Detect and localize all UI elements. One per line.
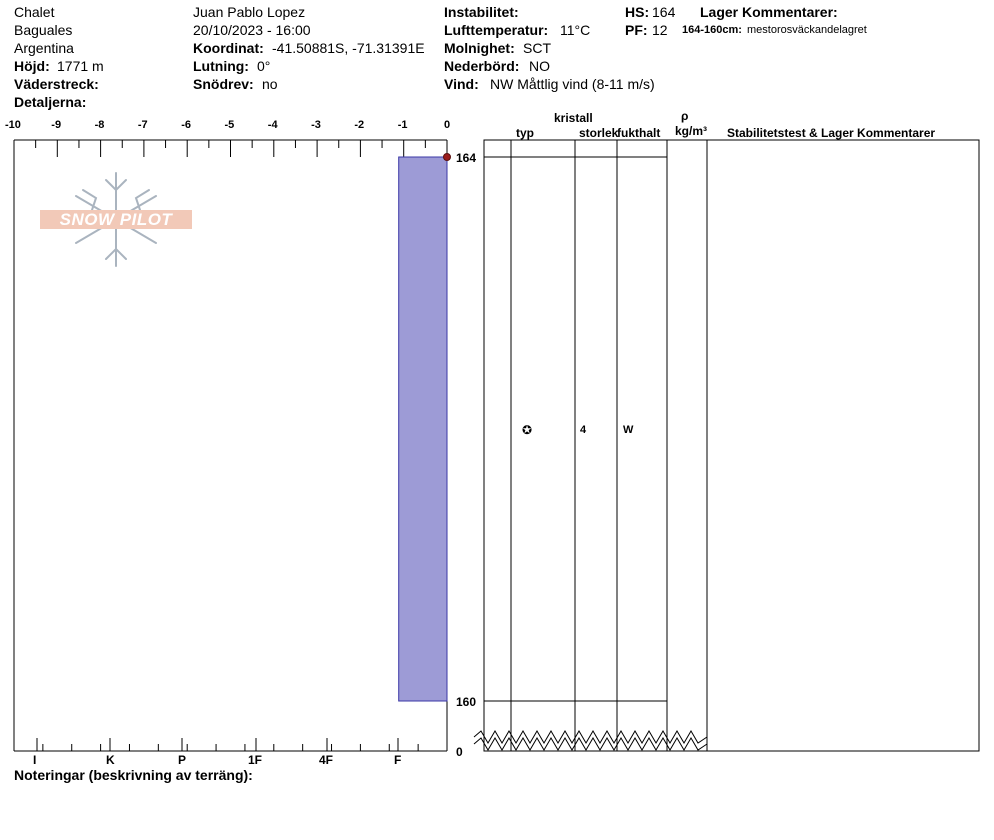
pf-value: 12 <box>652 22 668 38</box>
observation-datetime: 20/10/2023 - 16:00 <box>193 22 311 38</box>
notes-label: Noteringar (beskrivning av terräng): <box>14 767 253 783</box>
layer-comments-label: Lager Kommentarer: <box>700 4 838 20</box>
slope-label: Lutning: <box>193 58 249 74</box>
moisture-header: fukthalt <box>617 126 661 140</box>
instability-label: Instabilitet: <box>444 4 519 20</box>
elevation-label: Höjd: <box>14 58 50 74</box>
temp-tick-label: -5 <box>224 119 235 131</box>
depth-break-marker <box>473 730 708 744</box>
temp-tick-label: -7 <box>137 119 148 131</box>
temperature-profile <box>443 153 451 161</box>
temp-tick-label: -10 <box>5 119 21 131</box>
hardness-tick-label: 1F <box>248 753 263 767</box>
density-header: kg/m³ <box>675 124 708 138</box>
range-name: Baguales <box>14 22 73 38</box>
temperature-axis-ticks <box>13 140 448 157</box>
wind-value: NW Måttlig vind (8-11 m/s) <box>490 76 655 92</box>
depth-label-ground: 0 <box>456 745 463 759</box>
temp-tick-label: -6 <box>181 119 191 131</box>
sky-value: SCT <box>523 40 551 56</box>
hardness-tick-label: F <box>394 753 402 767</box>
rho-header: ρ <box>681 109 689 123</box>
hardness-tick-label: 4F <box>319 753 334 767</box>
hs-value: 164 <box>652 4 676 20</box>
snowdrift-value: no <box>262 76 278 92</box>
temp-tick-label: -2 <box>354 119 365 131</box>
depth-label-top: 164 <box>456 151 477 165</box>
hs-label: HS: <box>625 4 650 20</box>
hardness-layer-bar <box>398 156 448 702</box>
air-temp-value: 11°C <box>560 22 591 38</box>
temp-tick-label: -1 <box>397 119 408 131</box>
location-name: Chalet <box>14 4 55 20</box>
snowpilot-logo-text: SNOW PILOT <box>40 210 192 229</box>
temperature-point <box>443 153 451 161</box>
hardness-tick-label: K <box>106 753 115 767</box>
depth-label-bottom-layer: 160 <box>456 695 477 709</box>
grain-size-value: 4 <box>580 424 587 436</box>
layer-comment-text: mestorosväckandelagret <box>747 24 867 36</box>
moisture-value: W <box>623 424 634 436</box>
layer-comment-range: 164-160cm: <box>682 24 742 36</box>
observer-name: Juan Pablo Lopez <box>193 4 306 20</box>
pf-label: PF: <box>625 22 648 38</box>
slope-value: 0° <box>257 58 271 74</box>
size-header: storlek <box>579 126 619 140</box>
temp-tick-label: -4 <box>267 119 278 131</box>
hardness-tick-label: P <box>178 753 187 767</box>
hardness-layers <box>398 156 448 702</box>
grain-type-icon: ✪ <box>522 423 533 437</box>
stability-header: Stabilitetstest & Lager Kommentarer <box>727 126 936 140</box>
crystal-header: kristall <box>554 111 593 125</box>
wind-label: Vind: <box>444 76 479 92</box>
aspect-label: Väderstreck: <box>14 76 99 92</box>
temp-tick-label: 0 <box>444 119 451 131</box>
temp-tick-label: -9 <box>51 119 62 131</box>
snowdrift-label: Snödrev: <box>193 76 254 92</box>
sky-label: Molnighet: <box>444 40 515 56</box>
hardness-tick-label: I <box>33 753 37 767</box>
coordinate-label: Koordinat: <box>193 40 264 56</box>
temp-tick-label: -3 <box>311 119 321 131</box>
hardness-axis-ticks <box>13 738 448 751</box>
country-name: Argentina <box>14 40 74 56</box>
type-header: typ <box>516 126 534 140</box>
details-label: Detaljerna: <box>14 94 87 110</box>
elevation-value: 1771 m <box>57 58 104 74</box>
temp-tick-label: -8 <box>94 119 105 131</box>
coordinate-value: -41.50881S, -71.31391E <box>272 40 425 56</box>
precipitation-label: Nederbörd: <box>444 58 520 74</box>
precipitation-value: NO <box>529 58 550 74</box>
air-temp-label: Lufttemperatur: <box>444 22 549 38</box>
